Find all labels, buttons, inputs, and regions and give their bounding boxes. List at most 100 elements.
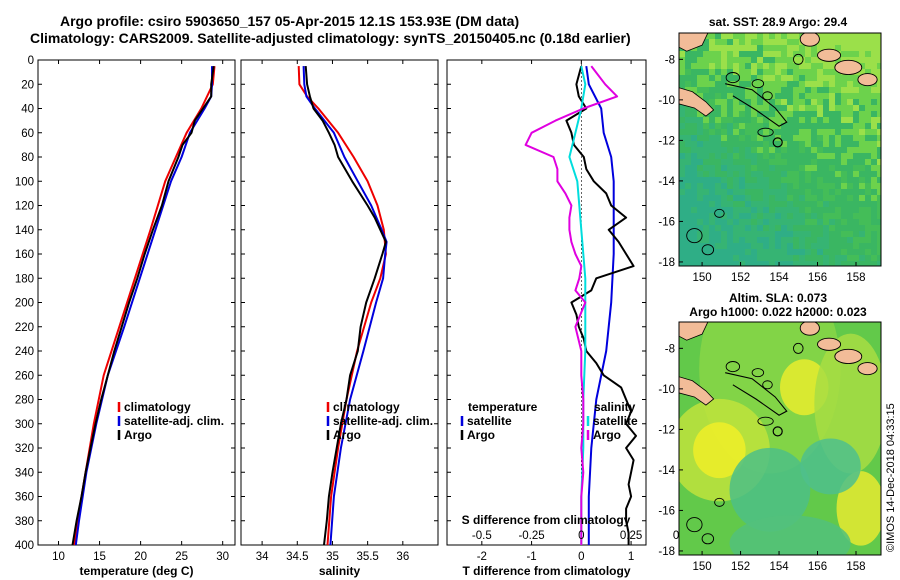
legend-label: satellite-adj. clim. bbox=[333, 414, 433, 428]
s-difference-axis-label: S difference from climatology bbox=[462, 513, 631, 527]
sst-map-panel: 150 152 154 156 158 -8 -10 -12 -14 -16 -18 bbox=[658, 32, 882, 284]
legend-label: climatology bbox=[333, 400, 400, 414]
x-tick-label: 15 bbox=[93, 551, 106, 563]
figure-title-line1: Argo profile: csiro 5903650_157 05-Apr-2… bbox=[60, 13, 519, 29]
plot-frame bbox=[37, 59, 236, 546]
y-tick-label: 80 bbox=[21, 152, 34, 164]
island-outline bbox=[857, 73, 878, 87]
x-tick-label: 34.5 bbox=[286, 551, 308, 563]
sla-anomaly-blob bbox=[729, 447, 811, 532]
island-outline bbox=[751, 79, 765, 89]
legend-label: Argo bbox=[124, 428, 152, 442]
legend-label: satellite-adj. clim. bbox=[124, 414, 224, 428]
legend-label: satellite bbox=[467, 414, 512, 428]
map-lon-label: 152 bbox=[731, 561, 750, 573]
y-tick-label: 60 bbox=[21, 128, 34, 140]
map-lat-label: -8 bbox=[665, 54, 675, 66]
y-tick-label: 180 bbox=[15, 273, 34, 285]
figure-title-line2: Climatology: CARS2009. Satellite-adjuste… bbox=[30, 30, 631, 46]
legend-label: Argo bbox=[467, 428, 495, 442]
island-outline bbox=[725, 72, 741, 84]
x-tick-label: 25 bbox=[175, 551, 188, 563]
map-lon-label: 150 bbox=[692, 272, 711, 284]
map-field bbox=[679, 33, 881, 266]
map-lat-label: -14 bbox=[658, 176, 675, 188]
s-tick-label: 0.25 bbox=[620, 530, 642, 542]
island-outline bbox=[757, 416, 774, 426]
island-outline bbox=[762, 380, 773, 390]
island-outline bbox=[686, 517, 703, 533]
reef-outline bbox=[725, 83, 788, 127]
map-lat-label: -12 bbox=[658, 424, 675, 436]
island-outline bbox=[714, 208, 725, 218]
island-outline bbox=[834, 348, 863, 364]
land-north-coast bbox=[679, 33, 709, 52]
sla-map-subtitle: Argo h1000: 0.022 h2000: 0.023 bbox=[689, 305, 867, 319]
legend-label: climatology bbox=[124, 400, 191, 414]
map-lon-label: 156 bbox=[808, 561, 827, 573]
y-tick-label: 340 bbox=[15, 467, 34, 479]
island-outline bbox=[714, 497, 725, 507]
y-tick-label: 140 bbox=[15, 225, 34, 237]
y-tick-label: 240 bbox=[15, 346, 34, 358]
legend-title-temperature: temperature bbox=[468, 400, 538, 414]
island-outline bbox=[834, 59, 863, 75]
y-tick-label: 400 bbox=[15, 540, 34, 552]
x-tick-label: 30 bbox=[216, 551, 229, 563]
sla-map-panel: 150 152 154 156 158 -8 -10 -12 -14 -16 -18 bbox=[658, 321, 882, 573]
map-lat-label: -10 bbox=[658, 95, 675, 107]
x-axis-label: temperature (deg C) bbox=[79, 564, 193, 578]
s-tick-label: 0 bbox=[578, 530, 584, 542]
island-outline bbox=[817, 48, 842, 62]
y-tick-label: 280 bbox=[15, 395, 34, 407]
island-outline bbox=[762, 91, 773, 101]
land-new-guinea bbox=[679, 87, 715, 117]
legend-label: satellite bbox=[593, 414, 638, 428]
y-tick-label: 200 bbox=[15, 298, 34, 310]
x-tick-label: -1 bbox=[526, 551, 536, 563]
y-tick-label: 120 bbox=[15, 201, 34, 213]
island-outline bbox=[799, 33, 820, 47]
y-tick-label: 20 bbox=[21, 79, 34, 91]
x-tick-label: 1 bbox=[628, 551, 634, 563]
imos-timestamp: ©IMOS 14-Dec-2018 04:33:15 bbox=[885, 403, 897, 552]
map-lat-label: -12 bbox=[658, 135, 675, 147]
map-frame bbox=[678, 32, 882, 267]
island-outline bbox=[817, 337, 842, 351]
x-axis-label: salinity bbox=[319, 564, 361, 578]
series-line-argo bbox=[71, 65, 215, 546]
map-lon-label: 156 bbox=[808, 272, 827, 284]
map-lon-label: 158 bbox=[846, 561, 865, 573]
series-line-satellite bbox=[585, 65, 615, 545]
map-lon-label: 154 bbox=[769, 272, 789, 284]
map-lon-label: 154 bbox=[769, 561, 789, 573]
y-tick-label: 220 bbox=[15, 322, 34, 334]
y-tick-label: 0 bbox=[28, 55, 34, 67]
y-tick-label: 380 bbox=[15, 516, 34, 528]
map-lon-label: 152 bbox=[731, 272, 750, 284]
y-tick-label: 320 bbox=[15, 443, 34, 455]
y-tick-label: 360 bbox=[15, 492, 34, 504]
x-tick-label: 10 bbox=[52, 551, 65, 563]
island-outline bbox=[793, 53, 804, 65]
legend-label: Argo bbox=[593, 428, 621, 442]
map-lat-label: -16 bbox=[658, 505, 675, 517]
series-line-sal_diff bbox=[524, 65, 619, 545]
island-outline bbox=[686, 228, 703, 244]
argo-position-marker bbox=[772, 137, 783, 148]
map-frame bbox=[678, 321, 882, 556]
map-lat-label: -14 bbox=[658, 465, 675, 477]
map-field bbox=[679, 322, 881, 555]
sla-anomaly-blob bbox=[836, 471, 881, 546]
island-outline bbox=[799, 322, 820, 336]
island-outline bbox=[757, 127, 774, 137]
map-lat-label: -16 bbox=[658, 216, 675, 228]
land-north-coast bbox=[679, 322, 709, 341]
y-tick-label: 260 bbox=[15, 370, 34, 382]
series-line-argo bbox=[304, 66, 387, 546]
sla-anomaly-blob bbox=[693, 422, 746, 479]
island-outline bbox=[725, 361, 741, 373]
sla-anomaly-blob bbox=[729, 515, 851, 555]
